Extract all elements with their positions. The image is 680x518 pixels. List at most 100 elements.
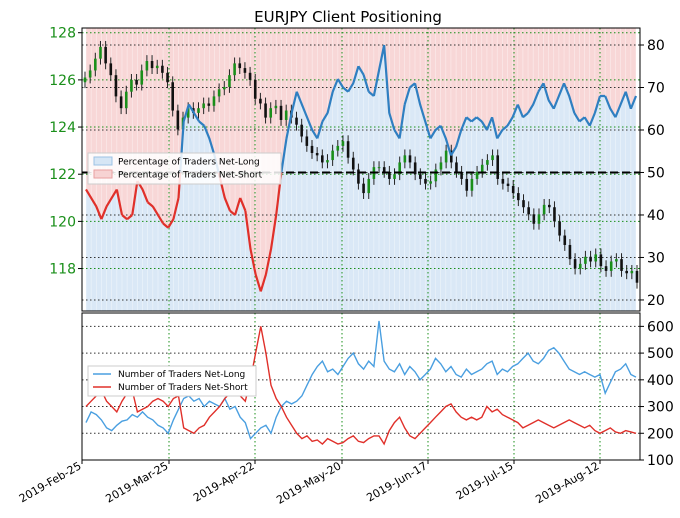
candle-body bbox=[393, 174, 396, 179]
bottom-panel: 100 200 300 400 500 600 Number of Traders Net… bbox=[81, 312, 674, 469]
candle-body bbox=[300, 124, 303, 137]
candle-body bbox=[517, 193, 520, 201]
candle-body bbox=[259, 98, 262, 104]
price-tick-label: 120 bbox=[49, 214, 76, 230]
candle-body bbox=[537, 214, 541, 224]
candle-body bbox=[321, 155, 324, 163]
candle-body bbox=[104, 46, 107, 64]
candle-body bbox=[620, 259, 623, 271]
candle-body bbox=[547, 204, 551, 208]
candle-body bbox=[207, 103, 211, 106]
top-legend-box bbox=[87, 152, 282, 185]
bottom-legend: Number of Traders Net-Long Number of Tra… bbox=[87, 365, 257, 397]
candle-body bbox=[615, 259, 618, 262]
candle-body bbox=[140, 70, 144, 85]
legend-label-long-count: Number of Traders Net-Long bbox=[118, 370, 245, 380]
date-tick-label: 2019-Feb-25 bbox=[17, 459, 84, 505]
candle-body bbox=[382, 167, 386, 172]
candle-body bbox=[625, 270, 628, 274]
candle-body bbox=[480, 164, 484, 172]
count-tick-label: 500 bbox=[647, 346, 674, 362]
price-axis: 118 120 122 124 126 128 bbox=[49, 26, 82, 278]
x-axis-dates: 2019-Feb-25 2019-Mar-25 2019-Apr-22 2019-Ma… bbox=[17, 459, 602, 507]
candle-body bbox=[584, 256, 587, 264]
candle-body bbox=[233, 63, 236, 76]
candle-body bbox=[279, 105, 283, 120]
top-grid bbox=[81, 28, 640, 311]
candle-body bbox=[367, 178, 371, 194]
candle-body bbox=[568, 244, 572, 260]
date-tick-label: 2019-Jun-17 bbox=[364, 459, 429, 504]
price-candles bbox=[83, 40, 639, 289]
candle-body bbox=[171, 82, 175, 111]
percent-tick-label: 70 bbox=[647, 80, 665, 96]
candle-body bbox=[346, 141, 350, 158]
candle-body bbox=[109, 63, 113, 76]
candle-body bbox=[217, 89, 221, 97]
legend-swatch-long bbox=[93, 156, 113, 166]
top-panel: 118 120 122 124 126 128 20 30 40 50 60 70 80 Percen… bbox=[49, 26, 665, 312]
candle-body bbox=[357, 169, 360, 184]
legend-label-short: Percentage of Traders Net-Short bbox=[118, 171, 263, 181]
count-tick-label: 300 bbox=[647, 400, 674, 416]
price-tick-label: 126 bbox=[49, 73, 76, 89]
legend-label-long: Percentage of Traders Net-Long bbox=[118, 158, 260, 168]
candle-body bbox=[166, 72, 169, 83]
candle-body bbox=[243, 68, 247, 73]
legend-swatch-short bbox=[93, 169, 113, 179]
date-tick-label: 2019-Jul-15 bbox=[454, 459, 516, 502]
candle-body bbox=[501, 178, 505, 184]
candle-body bbox=[594, 254, 598, 262]
candle-body bbox=[305, 136, 309, 146]
percent-tick-label: 60 bbox=[647, 123, 665, 139]
percent-tick-label: 80 bbox=[647, 38, 665, 54]
candle-body bbox=[449, 150, 453, 163]
legend-label-short-count: Number of Traders Net-Short bbox=[118, 383, 248, 393]
candle-body bbox=[403, 155, 407, 163]
count-tick-label: 400 bbox=[647, 373, 674, 389]
candle-body bbox=[377, 167, 381, 169]
candle-body bbox=[444, 150, 448, 163]
candle-body bbox=[522, 200, 525, 208]
candle-body bbox=[496, 155, 500, 179]
count-tick-label: 600 bbox=[647, 319, 674, 335]
candle-body bbox=[527, 207, 530, 215]
top-legend: Percentage of Traders Net-Long Percentag… bbox=[87, 152, 282, 185]
candle-body bbox=[563, 235, 567, 245]
candle-body bbox=[253, 79, 257, 99]
candle-body bbox=[491, 155, 494, 161]
count-tick-label: 100 bbox=[647, 453, 674, 469]
candle-body bbox=[274, 105, 278, 109]
candle-body bbox=[186, 108, 190, 118]
candle-body bbox=[511, 186, 515, 194]
candle-body bbox=[197, 108, 200, 113]
candle-body bbox=[130, 79, 133, 92]
candle-body bbox=[408, 155, 412, 163]
candle-body bbox=[553, 207, 556, 222]
positioning-fill bbox=[85, 28, 637, 311]
candle-body bbox=[429, 181, 432, 184]
candle-body bbox=[604, 266, 608, 271]
price-tick-label: 128 bbox=[49, 26, 76, 42]
candle-body bbox=[388, 171, 391, 179]
candle-body bbox=[212, 96, 216, 106]
candle-body bbox=[573, 259, 577, 269]
date-tick-label: 2019-Apr-22 bbox=[191, 459, 256, 504]
percent-tick-label: 50 bbox=[647, 165, 665, 181]
chart-title: EURJPY Client Positioning bbox=[254, 8, 442, 26]
candle-body bbox=[119, 96, 123, 109]
price-tick-label: 124 bbox=[49, 120, 76, 136]
candle-body bbox=[248, 72, 252, 80]
net-long-count-line bbox=[85, 320, 637, 440]
candle-body bbox=[558, 221, 561, 236]
candle-body bbox=[228, 75, 231, 87]
candle-body bbox=[341, 141, 345, 146]
percent-tick-label: 40 bbox=[647, 208, 665, 224]
percent-tick-label: 20 bbox=[647, 293, 665, 309]
candle-body bbox=[238, 63, 242, 69]
candle-body bbox=[83, 77, 87, 83]
candle-body bbox=[222, 86, 226, 90]
candle-body bbox=[532, 214, 536, 224]
candle-body bbox=[424, 178, 427, 184]
